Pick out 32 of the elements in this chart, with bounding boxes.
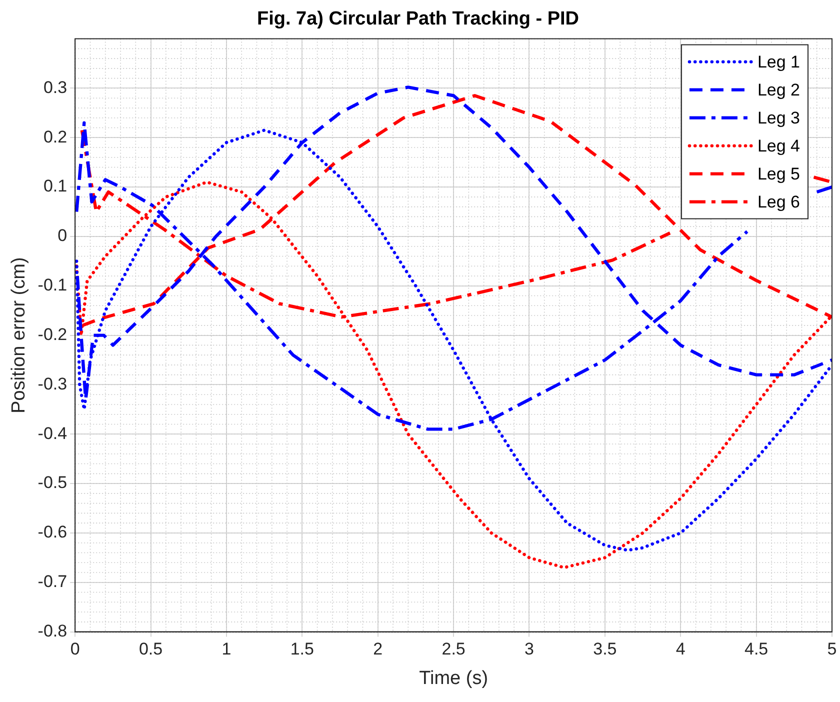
y-tick-label: -0.7: [38, 572, 68, 592]
chart-title: Fig. 7a) Circular Path Tracking - PID: [256, 8, 580, 30]
y-tick-label: -0.1: [38, 276, 68, 295]
x-tick-label: 1.5: [290, 640, 314, 659]
x-tick-label: 2.5: [442, 640, 466, 659]
y-tick-label: 0.1: [43, 176, 68, 196]
x-axis-title: Time (s): [419, 668, 488, 689]
y-tick-label: 0.2: [43, 127, 68, 146]
y-tick-label: -0.6: [38, 522, 68, 542]
legend-label: Leg 5: [757, 164, 800, 184]
y-tick-label: -0.5: [38, 473, 68, 492]
y-tick-label: -0.4: [38, 424, 68, 443]
legend-label: Leg 2: [757, 80, 800, 100]
x-tick-label: 3: [524, 640, 534, 659]
y-tick-label: -0.3: [38, 374, 68, 394]
x-tick-label: 2: [373, 640, 383, 659]
legend-label: Leg 6: [757, 192, 800, 212]
x-tick-label: 0: [70, 640, 80, 659]
y-tick-label: -0.2: [38, 324, 68, 344]
legend-label: Leg 3: [757, 108, 800, 128]
y-tick-label: -0.8: [38, 621, 68, 640]
x-tick-label: 1: [222, 640, 232, 659]
legend-label: Leg 4: [757, 136, 800, 156]
x-tick-label: 5: [827, 640, 837, 659]
x-tick-label: 4: [676, 640, 686, 659]
x-tick-label: 3.5: [593, 640, 617, 659]
legend-label: Leg 1: [757, 52, 800, 72]
y-axis-title: Position error (cm): [8, 257, 30, 414]
x-tick-label: 0.5: [138, 640, 163, 659]
y-tick-label: 0: [58, 226, 68, 246]
x-tick-label: 4.5: [744, 640, 768, 659]
y-tick-label: 0.3: [43, 78, 68, 97]
